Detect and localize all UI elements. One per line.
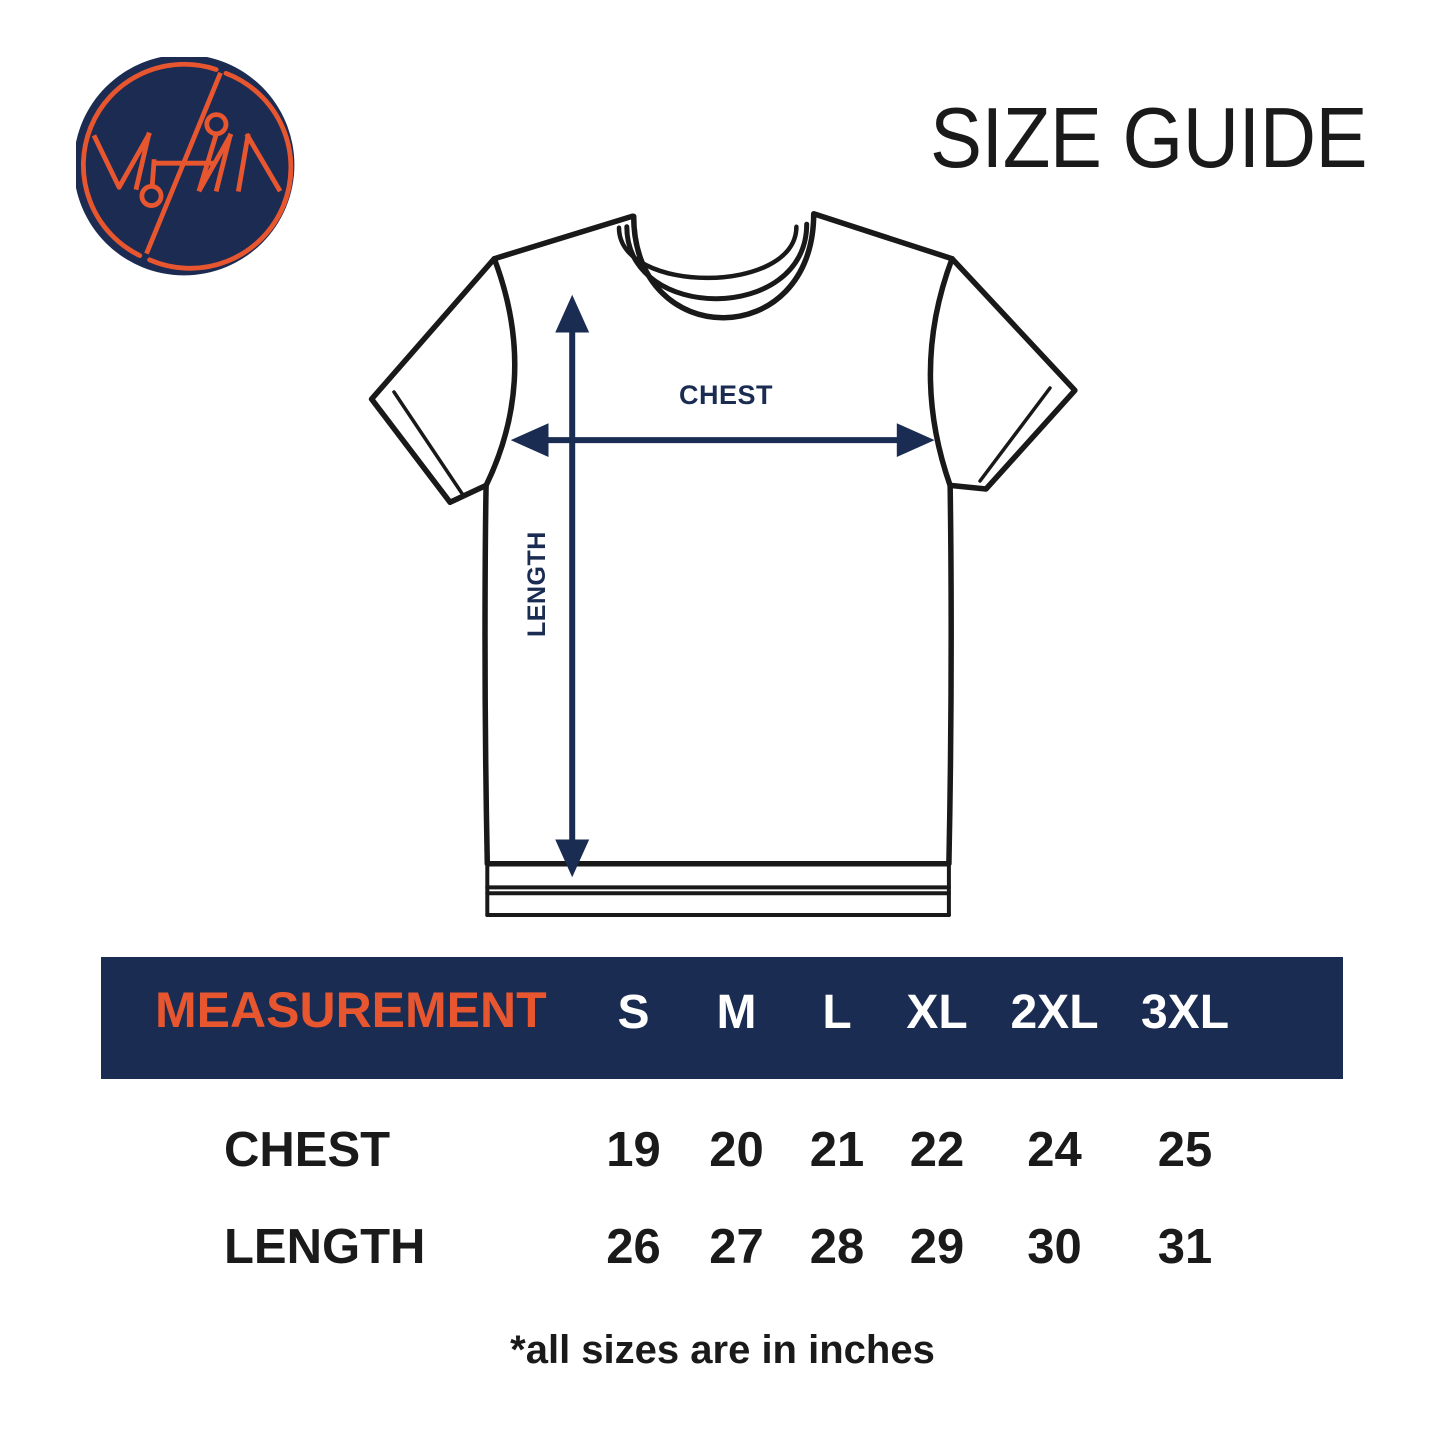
- svg-text:CHEST: CHEST: [679, 380, 773, 410]
- svg-text:LENGTH: LENGTH: [523, 531, 551, 637]
